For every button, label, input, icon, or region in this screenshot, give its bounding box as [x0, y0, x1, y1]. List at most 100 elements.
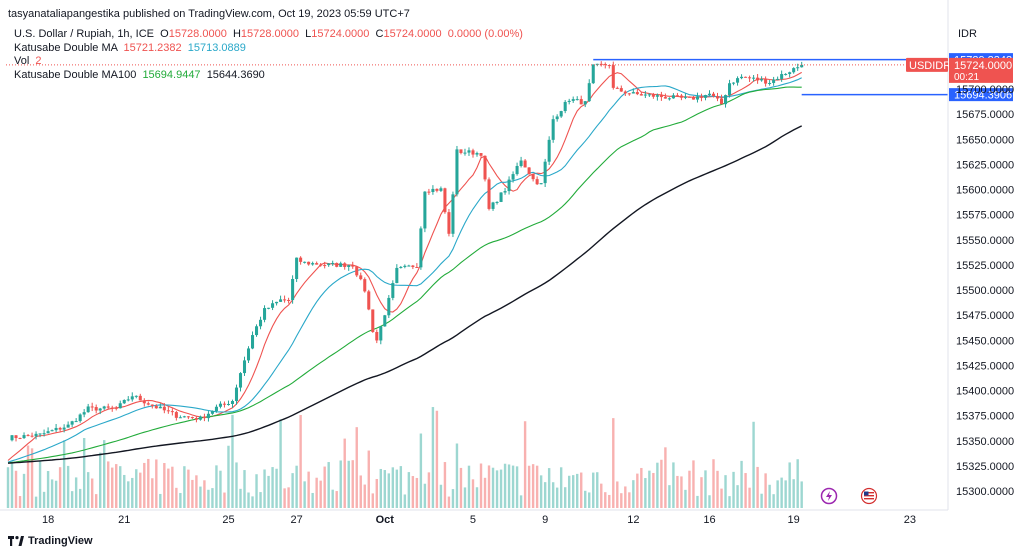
- open-label: O: [160, 28, 169, 40]
- time-tick-label: 18: [42, 514, 54, 526]
- candle-body: [110, 407, 114, 409]
- ma-line: [7, 71, 802, 461]
- candle-body: [222, 403, 226, 405]
- volume-bar: [503, 463, 507, 508]
- volume-bar: [263, 469, 266, 508]
- publisher-line: tasyanataliapangestika published on Trad…: [8, 8, 410, 20]
- candle-body: [78, 414, 82, 422]
- volume-bar: [247, 492, 250, 508]
- candle-body: [419, 228, 423, 268]
- candle-body: [728, 83, 732, 96]
- legend-ma-row[interactable]: Katusabe Double MA 15721.2382 15713.0889: [14, 42, 523, 56]
- candle-body: [194, 418, 198, 420]
- volume-bar: [620, 493, 623, 508]
- high-value: 15728.0000: [240, 28, 300, 40]
- volume-bar: [331, 489, 334, 508]
- volume-bar: [696, 495, 699, 508]
- candle-body: [30, 435, 34, 437]
- legend-symbol-row: U.S. Dollar / Rupiah, 1h, ICE O15728.000…: [14, 28, 523, 42]
- candle-body: [343, 263, 347, 267]
- candle-body: [627, 93, 631, 95]
- volume-bar: [471, 479, 475, 508]
- volume-bar: [98, 452, 102, 508]
- volume-bar: [732, 471, 735, 508]
- volume-bar: [563, 487, 567, 508]
- candle-body: [575, 99, 579, 101]
- volume-bar: [215, 465, 218, 508]
- candle-body: [82, 412, 86, 415]
- volume-bar: [335, 491, 338, 508]
- volume-bar: [772, 494, 775, 508]
- candle-body: [130, 396, 134, 400]
- chart-icons[interactable]: [820, 487, 878, 505]
- candle-body: [319, 264, 323, 266]
- candle-body: [515, 165, 519, 175]
- lightning-icon[interactable]: [820, 487, 838, 505]
- volume-bar: [551, 482, 555, 508]
- candle-body: [383, 315, 387, 327]
- candle-body: [780, 74, 784, 79]
- candle-body: [230, 401, 235, 404]
- high-label: H: [232, 28, 241, 40]
- candle-body: [643, 94, 647, 96]
- low-label: L: [305, 28, 312, 40]
- candle-body: [66, 424, 70, 428]
- candle-body: [275, 301, 279, 304]
- candle-body: [499, 192, 503, 202]
- candle-body: [752, 77, 756, 79]
- candle-body: [142, 400, 146, 404]
- candle-body: [719, 98, 724, 105]
- candle-body: [800, 64, 804, 68]
- volume-bar: [744, 473, 747, 508]
- candle-body: [327, 263, 331, 266]
- candle-body: [699, 96, 703, 98]
- candle-body: [307, 261, 311, 265]
- candle-body: [206, 413, 210, 419]
- volume-bar: [195, 475, 198, 508]
- indicator-lines: [7, 71, 803, 464]
- volume-bar: [167, 468, 170, 508]
- candle-body: [463, 152, 467, 154]
- volume-bar: [728, 496, 731, 508]
- us-flag-icon[interactable]: [860, 487, 878, 505]
- volume-bar: [103, 440, 106, 508]
- candle-body: [744, 76, 748, 78]
- legend-ma100-row[interactable]: Katusabe Double MA100 15694.9447 15644.3…: [14, 69, 523, 83]
- volume-bar: [199, 486, 202, 508]
- volume-bar: [792, 479, 795, 508]
- volume-bar: [307, 471, 310, 508]
- volume-bar: [700, 477, 703, 508]
- legend-vol-row[interactable]: Vol 2: [14, 55, 523, 69]
- volume-bar: [616, 481, 619, 508]
- volume-bar: [291, 473, 294, 508]
- candle-body: [42, 433, 46, 435]
- price-axis[interactable]: 15300.0000 15325.0000 15350.0000 15375.0000…: [956, 84, 1014, 498]
- volume-bar: [511, 465, 515, 508]
- candle-body: [615, 87, 619, 89]
- volume-bar: [259, 492, 262, 508]
- currency-label[interactable]: IDR: [958, 28, 977, 40]
- volume-bar: [588, 492, 591, 508]
- candle-body: [756, 77, 760, 81]
- price-tick-label: 15300.0000: [956, 486, 1014, 498]
- volume-bar: [143, 462, 146, 508]
- volume-bar: [704, 470, 707, 508]
- candle-body: [447, 212, 451, 234]
- volume-bar: [183, 466, 186, 508]
- volume-bar: [724, 475, 727, 508]
- volume-bar: [539, 475, 543, 508]
- tradingview-logo-icon: [8, 536, 24, 546]
- candle-body: [687, 96, 691, 98]
- candle-body: [736, 78, 740, 83]
- candle-body: [439, 188, 443, 191]
- volume-bar: [431, 407, 435, 508]
- candle-body: [106, 406, 110, 408]
- candle-body: [138, 395, 142, 401]
- candle-body: [647, 94, 651, 96]
- hline-price-tag[interactable]: [949, 88, 1013, 102]
- volume-bar: [748, 487, 751, 508]
- candle-body: [395, 267, 399, 284]
- time-axis[interactable]: 18 21 25 27 Oct 5 9 12 16 19 23: [42, 514, 916, 526]
- price-tick-label: 15575.0000: [956, 210, 1014, 222]
